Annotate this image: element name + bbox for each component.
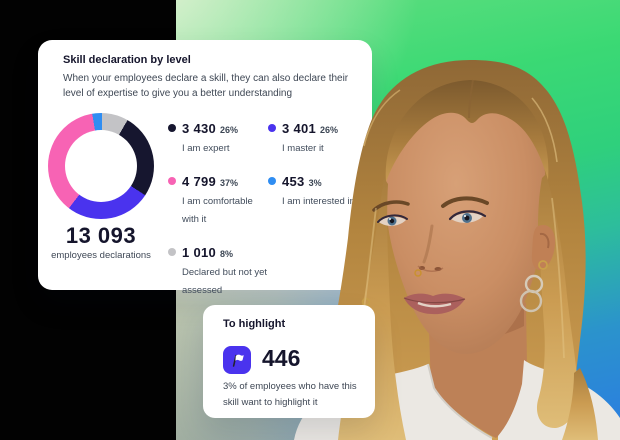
legend-value: 3 430 xyxy=(182,121,217,136)
skill-declaration-card: Skill declaration by level When your emp… xyxy=(38,40,372,296)
legend-value: 453 xyxy=(282,174,305,189)
legend-color-dot xyxy=(268,177,276,185)
legend-percent: 37% xyxy=(220,178,239,188)
legend-label: I am comfortable with it xyxy=(182,196,253,225)
legend-column-1: 3 430 26% I am expert 4 799 37% I am comforta… xyxy=(168,120,272,298)
card-title: To highlight xyxy=(223,318,286,330)
legend-label: I am interested in xyxy=(282,196,355,207)
legend-percent: 8% xyxy=(220,249,234,259)
legend-percent: 3% xyxy=(308,178,322,188)
legend-color-dot xyxy=(168,248,176,256)
to-highlight-card: To highlight 446 3% of employees who hav… xyxy=(203,305,375,418)
card-title: Skill declaration by level xyxy=(63,54,191,66)
legend-item: 453 3% I am interested in xyxy=(268,173,372,209)
legend-color-dot xyxy=(168,124,176,132)
highlight-value: 446 xyxy=(262,345,301,371)
donut-chart xyxy=(48,113,154,219)
legend-item: 4 799 37% I am comfortable with it xyxy=(168,173,272,227)
legend-label: Declared but not yet assessed xyxy=(182,267,268,296)
legend-column-2: 3 401 26% I master it 453 3% I am interested … xyxy=(268,120,372,209)
legend-color-dot xyxy=(268,124,276,132)
card-description-line2: level of expertise to give you a better … xyxy=(63,88,293,99)
legend-label: I master it xyxy=(282,143,324,154)
legend-item: 1 010 8% Declared but not yet assessed xyxy=(168,244,272,298)
card-description-line1: When your employees declare a skill, the… xyxy=(63,73,349,84)
highlight-caption-line1: 3% of employees who have this xyxy=(223,381,357,392)
legend-item: 3 401 26% I master it xyxy=(268,120,372,156)
donut-total-label: employees declarations xyxy=(51,250,151,261)
legend-item: 3 430 26% I am expert xyxy=(168,120,272,156)
legend-percent: 26% xyxy=(220,125,239,135)
card-description: When your employees declare a skill, the… xyxy=(63,71,348,101)
legend-value: 4 799 xyxy=(182,174,217,189)
flag-icon-badge xyxy=(223,346,251,374)
legend-value: 1 010 xyxy=(182,245,217,260)
legend-value: 3 401 xyxy=(282,121,317,136)
donut-total-value: 13 093 xyxy=(65,223,137,248)
highlight-caption: 3% of employees who have this skill want… xyxy=(223,379,363,411)
flag-icon xyxy=(232,354,244,367)
highlight-caption-line2: skill want to highlight it xyxy=(223,397,318,408)
legend-percent: 26% xyxy=(320,125,339,135)
legend-color-dot xyxy=(168,177,176,185)
legend-label: I am expert xyxy=(182,143,230,154)
woman-photo xyxy=(294,60,620,440)
